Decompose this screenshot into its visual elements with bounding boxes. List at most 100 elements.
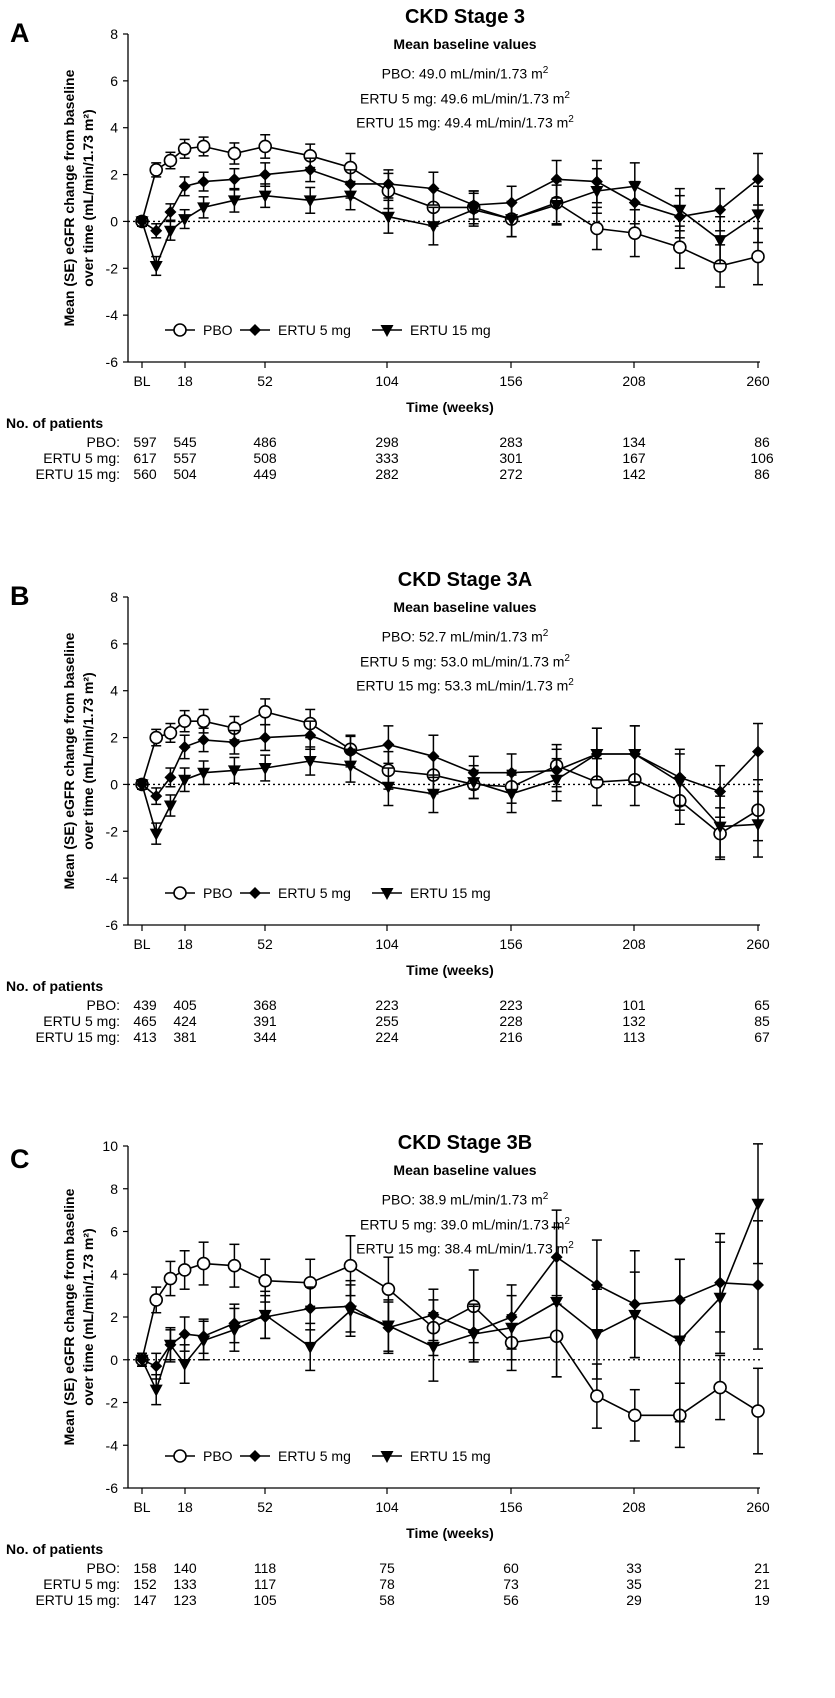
marker-ertu-15 [673,777,687,790]
patients-count: 486 [253,434,277,450]
patients-count: 85 [754,1013,770,1029]
y-tick-label: 8 [110,589,118,605]
patients-count: 597 [133,434,157,450]
x-tick-label: 52 [257,936,273,952]
marker-ertu-15 [343,1305,357,1318]
marker-pbo [227,146,242,161]
x-tick-label: BL [133,1499,150,1515]
marker-ertu-5 [382,738,395,751]
legend-label: PBO [203,1448,233,1464]
x-tick-label: 52 [257,373,273,389]
patients-count: 134 [622,434,646,450]
marker-ertu-15 [590,185,604,198]
marker-pbo [258,1273,273,1288]
patients-count: 105 [253,1592,277,1608]
legend-item: ERTU 15 mg [372,322,491,338]
x-tick-label: 156 [499,936,523,952]
patients-count: 113 [622,1029,646,1045]
x-tick-label: 156 [499,1499,523,1515]
marker-pbo [149,163,164,177]
patients-count: 405 [173,997,197,1013]
baseline-ertu-5: ERTU 5 mg: 39.0 mL/min/1.73 m2 [360,1215,570,1233]
marker-ertu-15 [135,779,149,792]
marker-pbo [149,730,164,745]
panel-c: C CKD Stage 3B Mean baseline values PBO:… [0,1126,835,1691]
baseline-ertu-15: ERTU 15 mg: 53.3 mL/min/1.73 m2 [356,677,574,694]
marker-ertu-15 [628,748,642,761]
patients-count: 60 [503,1560,519,1576]
marker-ertu-15 [258,190,272,203]
patients-count: 147 [133,1592,157,1608]
marker-ertu-15 [258,763,272,776]
marker-pbo [149,1293,164,1307]
marker-ertu-15 [381,1320,395,1333]
marker-pbo [627,226,642,240]
marker-ertu-15 [751,1198,765,1211]
marker-ertu-15 [590,1329,604,1342]
marker-pbo [177,142,192,156]
panel-letter: C [10,1144,30,1174]
marker-ertu-15 [426,788,440,801]
patients-count: 255 [375,1013,399,1029]
marker-ertu-15 [467,777,481,790]
x-tick-label: 260 [746,936,770,952]
y-tick-label: 4 [110,683,118,699]
marker-ertu-15 [467,1329,481,1342]
marker-ertu-15 [628,1309,642,1322]
x-axis-label: Time (weeks) [406,962,494,978]
y-tick-label: -6 [106,354,119,370]
patients-count: 140 [173,1560,197,1576]
baseline-pbo: PBO: 49.0 mL/min/1.73 m2 [381,65,549,82]
patients-count: 56 [503,1592,519,1608]
x-tick-label: 104 [375,373,399,389]
patients-count: 272 [499,466,523,482]
legend-label: ERTU 15 mg [410,1448,491,1464]
y-tick-label: 4 [110,120,118,136]
y-tick-label: -2 [106,260,119,276]
y-tick-label: 4 [110,1266,118,1282]
marker-pbo [258,139,273,154]
marker-ertu-5 [714,203,727,216]
patients-count: 224 [375,1029,399,1045]
marker-ertu-15 [227,195,241,208]
chart-subtitle: Mean baseline values [393,36,537,52]
marker-pbo [173,323,187,337]
patients-count: 223 [499,997,523,1013]
baseline-pbo: PBO: 52.7 mL/min/1.73 m2 [381,628,549,645]
patients-count: 504 [173,466,197,482]
marker-ertu-15 [303,1341,317,1354]
patients-count: 167 [622,450,646,466]
marker-ertu-5 [304,163,317,176]
marker-ertu-15 [149,260,163,273]
patients-count: 106 [750,450,774,466]
series-pbo [135,698,765,861]
patients-count: 283 [499,434,523,450]
marker-ertu-5 [197,175,210,188]
patients-count: 21 [754,1576,770,1592]
baseline-ertu-15: ERTU 15 mg: 49.4 mL/min/1.73 m2 [356,114,574,131]
patients-count: 228 [499,1013,523,1029]
marker-ertu-5 [178,180,191,193]
marker-ertu-15 [628,181,642,194]
patients-count: 132 [622,1013,646,1029]
patients-row-label: PBO: [86,997,120,1013]
patients-count: 545 [173,434,197,450]
marker-pbo [590,1389,604,1403]
legend-item: ERTU 5 mg [240,322,351,338]
marker-ertu-5 [752,1278,764,1291]
panel-b: B CKD Stage 3A Mean baseline values PBO:… [0,563,835,1128]
patients-row-label: ERTU 15 mg: [35,1592,120,1608]
y-axis-label: Mean (SE) eGFR change from baseline over … [61,1188,96,1445]
marker-pbo [343,1258,358,1273]
marker-ertu-15 [673,204,687,217]
panel-letter: B [10,581,30,611]
patients-count: 142 [622,466,646,482]
marker-ertu-15 [550,774,564,787]
marker-pbo [227,1258,242,1273]
patients-count: 344 [253,1029,277,1045]
x-tick-label: 260 [746,373,770,389]
legend-item: PBO [165,1448,233,1464]
marker-ertu-5 [249,1450,261,1462]
marker-ertu-15 [303,195,317,208]
patients-heading: No. of patients [6,978,104,994]
